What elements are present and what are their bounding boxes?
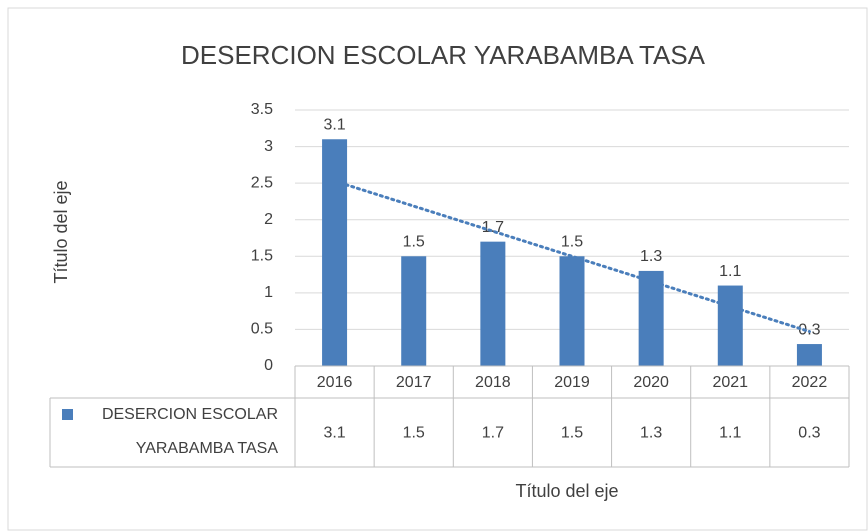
data-label: 3.1	[323, 116, 345, 133]
table-value: 1.5	[403, 425, 425, 442]
y-tick-label: 0.5	[251, 321, 273, 338]
table-value: 3.1	[323, 425, 345, 442]
bar	[480, 241, 506, 366]
trendline	[333, 179, 811, 334]
data-label: 1.5	[561, 234, 583, 251]
y-tick-label: 2	[264, 211, 273, 228]
bar	[559, 256, 585, 366]
y-tick-label: 3.5	[251, 101, 273, 118]
bar	[401, 256, 427, 366]
x-tick-label: 2022	[792, 374, 828, 391]
legend-entry: DESERCION ESCOLAR YARABAMBA TASA	[102, 406, 278, 457]
chart-title: DESERCION ESCOLAR YARABAMBA TASA	[181, 40, 706, 70]
y-tick-label: 3	[264, 138, 273, 155]
data-label: 1.7	[482, 219, 504, 236]
data-label: 1.1	[719, 263, 741, 280]
x-tick-label: 2018	[475, 374, 511, 391]
x-tick-label: 2021	[712, 374, 748, 391]
y-tick-label: 0	[264, 357, 273, 374]
bar	[796, 344, 822, 366]
table-value: 1.3	[640, 425, 662, 442]
y-axis-title: Título del eje	[51, 180, 71, 283]
x-tick-label: 2019	[554, 374, 590, 391]
bar	[322, 139, 348, 366]
table-value: 0.3	[798, 425, 820, 442]
data-label: 0.3	[798, 321, 820, 338]
x-tick-label: 2016	[317, 374, 353, 391]
bar	[717, 285, 743, 366]
chart-area	[7, 7, 868, 531]
table-value: 1.1	[719, 425, 741, 442]
y-tick-label: 1.5	[251, 248, 273, 265]
x-tick-label: 2020	[633, 374, 669, 391]
y-tick-label: 2.5	[251, 174, 273, 191]
x-tick-label: 2017	[396, 374, 432, 391]
table-value: 1.5	[561, 425, 583, 442]
legend-line: YARABAMBA TASA	[136, 440, 279, 457]
x-axis-title: Título del eje	[515, 481, 618, 501]
bar	[638, 270, 664, 366]
data-label: 1.5	[403, 234, 425, 251]
legend-line: DESERCION ESCOLAR	[102, 406, 278, 423]
data-label: 1.3	[640, 248, 662, 265]
y-tick-label: 1	[264, 284, 273, 301]
table-value: 1.7	[482, 425, 504, 442]
legend-swatch	[62, 409, 73, 420]
